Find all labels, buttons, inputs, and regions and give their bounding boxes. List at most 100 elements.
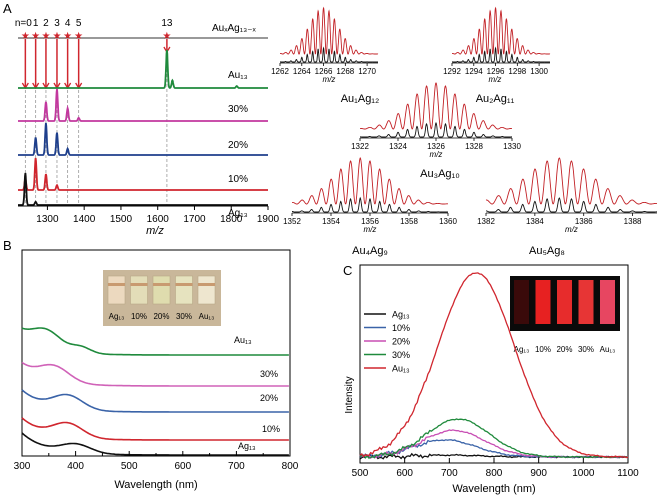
iso-tick-label: 1296 — [487, 67, 505, 76]
vial-label: Ag₁₃ — [514, 345, 530, 354]
glowing-vial — [514, 280, 529, 324]
star-marker: ★ — [52, 31, 61, 42]
iso-tick-label: 1382 — [477, 217, 495, 226]
x-tick-label: 1000 — [572, 468, 595, 479]
iso-tick-label: 1330 — [503, 142, 521, 151]
trace-label: Au₁₃ — [228, 70, 248, 81]
legend-label: 30% — [392, 350, 410, 360]
iso-tick-label: 1326 — [427, 142, 445, 151]
vial — [197, 275, 216, 305]
glowing-vial — [578, 280, 594, 324]
x-tick-label: 1500 — [110, 214, 133, 225]
experimental-pattern — [451, 46, 550, 63]
legend-label: 10% — [392, 323, 410, 333]
iso-tick-label: 1386 — [575, 217, 593, 226]
iso-tick-label: 1298 — [508, 67, 526, 76]
trace-label: Au₁₃ — [234, 335, 252, 345]
ms-trace — [18, 88, 268, 122]
iso-formula: Au₄Ag₉ — [352, 245, 388, 257]
x-tick-label: 400 — [67, 461, 84, 472]
iso-tick-label: 1322 — [351, 142, 369, 151]
iso-tick-label: 1268 — [336, 67, 354, 76]
vial-label: 20% — [556, 345, 572, 354]
panel-label-a: A — [3, 1, 12, 16]
vial-label: Au₁₃ — [199, 312, 215, 321]
simulated-pattern — [280, 6, 379, 55]
iso-tick-label: 1354 — [322, 217, 340, 226]
ms-trace — [18, 49, 268, 89]
star-marker: ★ — [41, 31, 50, 42]
iso-tick-label: 1292 — [443, 67, 461, 76]
x-tick-label: 300 — [14, 461, 31, 472]
vial — [130, 275, 148, 305]
x-tick-label: 1800 — [220, 214, 243, 225]
panel-label-b: B — [3, 238, 12, 253]
experimental-pattern — [279, 46, 378, 63]
emission-trace — [359, 418, 629, 459]
simulated-pattern — [292, 156, 448, 205]
index-label: 4 — [65, 18, 71, 29]
x-tick-label: 800 — [486, 468, 503, 479]
vial — [175, 275, 193, 305]
star-marker: ★ — [162, 31, 171, 42]
iso-axis-label: m/z — [323, 75, 336, 84]
iso-tick-label: 1324 — [389, 142, 407, 151]
index-label: 2 — [43, 18, 49, 29]
iso-tick-label: 1262 — [271, 67, 289, 76]
ms-trace — [18, 172, 268, 206]
iso-tick-label: 1384 — [526, 217, 544, 226]
index-label: 3 — [54, 18, 60, 29]
x-tick-label: 500 — [121, 461, 138, 472]
panel-c-emission: Ag₁₃ 10% 20% 30% Au₁₃ Ag₁₃ 10% 20% 30% Au₁₃ 500 600… — [344, 264, 639, 495]
trace-label: 20% — [260, 393, 278, 403]
panel-label-c: C — [343, 263, 352, 278]
vial-label: 10% — [131, 312, 147, 321]
experimental-pattern — [292, 196, 448, 213]
glowing-vial — [557, 280, 572, 324]
trace-label: 20% — [228, 140, 248, 151]
x-tick-label: 800 — [282, 461, 299, 472]
trace-label: Ag₁₃ — [238, 441, 256, 451]
star-marker: ★ — [31, 31, 40, 42]
absorption-trace — [21, 417, 289, 441]
trace-label: Ag₁₃ — [228, 208, 248, 219]
series-label: AuₓAg₁₃₋ₓ — [212, 23, 256, 34]
index-label: n=0 — [15, 18, 32, 29]
glowing-vial — [535, 280, 551, 324]
x-tick-label: 700 — [228, 461, 245, 472]
vial-meniscus — [108, 283, 125, 286]
trace-label: 10% — [228, 174, 248, 185]
trace-label: 30% — [228, 104, 248, 115]
x-tick-label: 500 — [352, 468, 369, 479]
iso-tick-label: 1264 — [293, 67, 311, 76]
legend-label: Au₁₃ — [392, 364, 410, 374]
iso-tick-label: 1358 — [400, 217, 418, 226]
x-tick-label: 1700 — [183, 214, 206, 225]
experimental-pattern — [360, 121, 512, 138]
vial-label: 30% — [578, 345, 594, 354]
vial-label: 20% — [153, 312, 169, 321]
x-tick-label: 900 — [530, 468, 547, 479]
iso-tick-label: 1352 — [283, 217, 301, 226]
panel-b-absorption: Ag₁₃ 10% 20% 30% Au₁₃ Au₁₃ 30% 20% 10% Ag₁₃ 300 400… — [14, 249, 299, 491]
legend-label: Ag₁₃ — [392, 310, 410, 320]
iso-axis-label: m/z — [489, 75, 502, 84]
absorption-trace — [21, 361, 289, 387]
vial — [152, 275, 171, 305]
iso-tick-label: 1266 — [315, 67, 333, 76]
x-tick-label: 1100 — [617, 468, 639, 479]
ms-trace — [18, 122, 268, 156]
vial-meniscus — [130, 283, 148, 286]
star-marker: ★ — [74, 31, 83, 42]
absorption-trace — [21, 389, 289, 413]
star-marker: ★ — [63, 31, 72, 42]
iso-tick-label: 1388 — [624, 217, 642, 226]
iso-axis-label: m/z — [364, 225, 377, 234]
x-tick-label: 1300 — [36, 214, 59, 225]
iso-tick-label: 1270 — [358, 67, 376, 76]
vial-label: Ag₁₃ — [109, 312, 125, 321]
legend-label: 20% — [392, 337, 410, 347]
panel-a-mass-spectra: AuₓAg₁₃₋ₓn=0★1★2★3★4★5★13★Au₁₃30%20%10%A… — [15, 18, 280, 237]
trace-label: 30% — [260, 369, 278, 379]
